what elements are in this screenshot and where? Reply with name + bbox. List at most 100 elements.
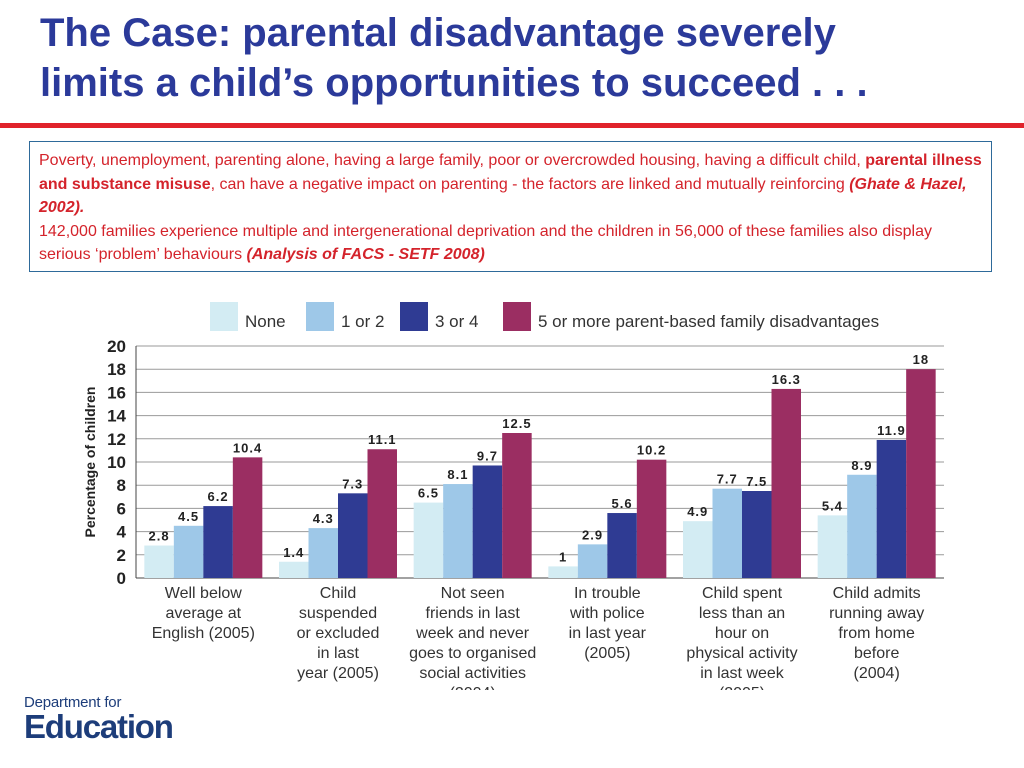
x-category-label: physical activity <box>686 645 797 662</box>
bar <box>338 493 368 578</box>
x-category-label: before <box>854 645 899 662</box>
paragraph-2-text: 142,000 families experience multiple and… <box>39 222 932 264</box>
bar-value-label: 7.3 <box>342 476 363 491</box>
x-category-label: or excluded <box>297 625 380 642</box>
bar-value-label: 1 <box>559 549 567 564</box>
bar-value-label: 4.5 <box>178 509 199 524</box>
paragraph-2-reference: (Analysis of FACS - SETF 2008) <box>246 246 485 263</box>
bar-value-label: 18 <box>913 352 929 367</box>
bar <box>367 449 397 578</box>
bar <box>771 388 801 578</box>
x-category-label: Child spent <box>702 585 783 602</box>
bar <box>548 566 578 578</box>
bar-value-label: 5.6 <box>612 496 633 511</box>
x-category-label: English (2005) <box>152 625 255 642</box>
bar-value-label: 10.4 <box>233 440 262 455</box>
bar-value-label: 6.5 <box>418 486 439 501</box>
slide-title: The Case: parental disadvantage severely… <box>40 8 1010 108</box>
red-divider <box>0 123 1024 128</box>
legend-swatch <box>503 302 531 331</box>
bar <box>308 528 338 578</box>
x-category-label: Child <box>320 585 356 602</box>
legend-label: 3 or 4 <box>435 312 478 331</box>
x-category-label: goes to organised <box>409 645 536 662</box>
context-textbox: Poverty, unemployment, parenting alone, … <box>29 141 992 272</box>
bar-value-label: 5.4 <box>822 498 843 513</box>
legend-swatch <box>210 302 238 331</box>
bar-value-label: 11.1 <box>368 432 397 447</box>
y-tick-label: 8 <box>117 476 126 495</box>
x-category-label: (2004) <box>450 685 496 690</box>
x-category-label: in last week <box>700 665 785 682</box>
x-category-label: less than an <box>699 605 785 622</box>
bar <box>847 474 877 578</box>
x-category-label: in last <box>317 645 359 662</box>
paragraph-1-text-cont: , can have a negative impact on parentin… <box>210 175 850 193</box>
bar <box>443 484 473 578</box>
paragraph-1-reference: (Ghate & Hazel, 2002). <box>39 175 967 217</box>
bar <box>742 491 772 578</box>
paragraph-1-text: Poverty, unemployment, parenting alone, … <box>39 152 866 169</box>
x-category-label: hour on <box>715 625 769 642</box>
x-category-label: Child admits <box>833 585 921 602</box>
logo-department-text: Department for <box>24 694 122 711</box>
legend-swatch <box>306 302 334 331</box>
bar-value-label: 1.4 <box>283 545 304 560</box>
legend-label: 5 or more parent-based family disadvanta… <box>538 312 879 331</box>
y-tick-label: 20 <box>107 337 126 356</box>
bar-value-label: 7.7 <box>717 472 738 487</box>
y-axis-label: Percentage of children <box>82 387 98 538</box>
x-category-label: with police <box>569 605 645 622</box>
bar-value-label: 8.1 <box>447 467 468 482</box>
bar <box>636 459 667 578</box>
bar <box>577 544 608 578</box>
bar-value-label: 4.3 <box>313 511 334 526</box>
paragraph-1-bold: parental illness and substance misuse <box>39 152 982 193</box>
bar <box>203 506 233 578</box>
y-tick-label: 0 <box>117 569 126 588</box>
x-category-label: year (2005) <box>297 665 379 682</box>
y-tick-label: 10 <box>107 453 126 472</box>
logo-education-text: Education <box>24 708 174 745</box>
bar-value-label: 12.5 <box>502 416 531 431</box>
bar-value-label: 6.2 <box>208 489 229 504</box>
bar-value-label: 11.9 <box>877 423 906 438</box>
x-category-label: Well below <box>165 585 243 602</box>
title-line-1: The Case: parental disadvantage severely <box>40 11 836 55</box>
x-category-label: friends in last <box>426 605 521 622</box>
x-category-label: (2004) <box>854 665 900 682</box>
bar <box>876 439 907 578</box>
x-category-label: suspended <box>299 605 377 622</box>
bar-chart: 0 2 4 6 8 10 12 14 16 18 20 Percentage of children N… <box>82 302 944 690</box>
bar-value-label: 10.2 <box>637 443 666 458</box>
x-category-label: from home <box>838 625 915 642</box>
department-logo: Department for Education <box>24 690 184 748</box>
bar <box>144 545 174 578</box>
bar-value-label: 4.9 <box>687 504 708 519</box>
bar <box>502 433 532 578</box>
title-line-2: limits a child’s opportunities to succee… <box>40 61 868 105</box>
bar <box>279 561 309 578</box>
y-tick-label: 2 <box>117 546 126 565</box>
bar <box>817 515 848 578</box>
bar-value-label: 2.8 <box>149 529 170 544</box>
x-category-label: (2005) <box>719 685 765 690</box>
bar <box>413 502 444 578</box>
bar <box>906 369 936 578</box>
y-tick-label: 14 <box>107 407 126 426</box>
y-tick-label: 12 <box>107 430 126 449</box>
legend-swatch <box>400 302 428 331</box>
bar <box>232 457 263 578</box>
bar <box>472 465 503 578</box>
x-category-label: (2005) <box>584 645 630 662</box>
bar-value-label: 9.7 <box>477 448 498 463</box>
y-tick-label: 16 <box>107 383 126 402</box>
bar-value-label: 2.9 <box>582 527 603 542</box>
y-tick-label: 6 <box>117 499 126 518</box>
bar-value-label: 16.3 <box>772 372 801 387</box>
y-tick-label: 4 <box>117 523 127 542</box>
legend-label: 1 or 2 <box>341 312 384 331</box>
bar-value-label: 7.5 <box>746 474 767 489</box>
bar <box>607 513 637 578</box>
bar <box>173 525 204 578</box>
